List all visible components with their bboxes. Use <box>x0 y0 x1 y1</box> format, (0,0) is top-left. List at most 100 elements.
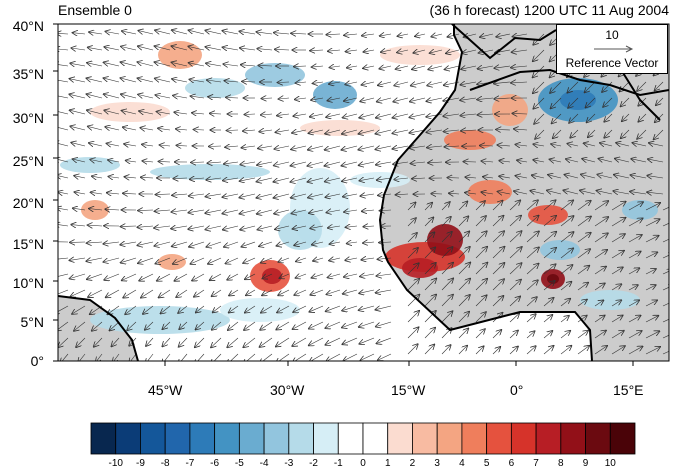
wind-vector <box>441 279 453 291</box>
colorbar-label: 7 <box>533 458 539 469</box>
wind-vector <box>291 162 307 166</box>
wind-vector <box>87 242 103 243</box>
wind-vector <box>329 82 341 84</box>
wind-vector <box>211 337 222 347</box>
wind-vector <box>155 210 171 211</box>
wind-vector <box>526 314 536 323</box>
wind-vector <box>543 346 554 355</box>
wind-vector <box>543 216 556 227</box>
wind-vector <box>294 242 307 245</box>
wind-vector <box>611 234 625 243</box>
wind-vector <box>550 81 562 93</box>
wind-vector <box>449 193 460 194</box>
wind-vector <box>475 231 487 243</box>
lat-label-5n: 5°N <box>20 314 45 330</box>
anomaly-patch <box>262 268 282 284</box>
wind-vector <box>293 226 307 229</box>
wind-vector <box>173 96 188 99</box>
colorbar-label: 10 <box>605 458 617 469</box>
wind-vector <box>509 297 520 307</box>
colorbar-swatch <box>535 422 562 455</box>
wind-vector <box>594 346 607 355</box>
wind-vector <box>137 226 154 227</box>
wind-vector <box>359 162 375 165</box>
wind-vector <box>243 353 256 361</box>
wind-vector <box>276 337 290 347</box>
colorbar-label: 0 <box>360 458 366 469</box>
wind-vector <box>427 130 443 132</box>
wind-vector <box>138 95 154 99</box>
wind-vector <box>177 145 188 146</box>
colorbar-label: 5 <box>484 458 490 469</box>
colorbar-swatch <box>510 422 537 455</box>
wind-vector <box>645 219 660 227</box>
wind-vector <box>398 34 409 36</box>
wind-vector <box>225 146 239 147</box>
colorbar-label: -4 <box>260 458 269 469</box>
wind-vector <box>509 247 522 259</box>
wind-vector <box>560 282 571 291</box>
wind-vector <box>586 97 596 107</box>
wind-vector <box>409 130 426 133</box>
wind-vector <box>241 65 256 66</box>
wind-vector <box>631 159 647 162</box>
wind-vector <box>309 130 324 133</box>
wind-vector <box>104 94 120 99</box>
south-america-coastline <box>58 295 139 361</box>
wind-vector <box>361 353 375 360</box>
wind-vector <box>189 63 205 66</box>
wind-vector <box>582 159 596 162</box>
wind-vector <box>581 174 596 178</box>
wind-vector <box>174 112 188 114</box>
lat-label-35n: 35°N <box>12 66 44 82</box>
wind-vector <box>155 78 171 82</box>
wind-vector <box>211 353 222 361</box>
wind-vector <box>378 82 392 85</box>
wind-vector <box>424 263 436 275</box>
wind-vector <box>563 190 579 194</box>
wind-vector <box>458 279 470 291</box>
wind-vector <box>376 114 392 118</box>
lat-label-0: 0° <box>30 353 44 369</box>
wind-vector <box>92 321 103 331</box>
wind-vector <box>475 312 486 323</box>
anomaly-patch <box>81 200 109 220</box>
wind-vector <box>479 50 494 53</box>
wind-vector <box>407 344 418 355</box>
wind-vector <box>543 315 552 323</box>
wind-vector <box>475 279 487 291</box>
wind-vector <box>227 353 239 361</box>
wind-vector <box>526 231 539 243</box>
wind-vector <box>633 143 647 146</box>
wind-vector <box>261 305 273 313</box>
wind-vector <box>327 210 341 213</box>
wind-vector <box>346 226 358 227</box>
wind-vector <box>611 331 624 339</box>
wind-vector <box>424 311 436 323</box>
wind-vector <box>445 146 460 147</box>
wind-vector <box>512 50 528 52</box>
wind-vector <box>262 289 273 295</box>
wind-vector <box>577 201 591 211</box>
wind-vector <box>514 129 528 130</box>
wind-vector <box>509 231 522 243</box>
wind-vector <box>329 258 341 261</box>
wind-vector <box>223 64 239 66</box>
wind-vector <box>138 46 154 50</box>
wind-vector <box>328 274 341 278</box>
wind-vector <box>611 316 623 323</box>
wind-vector <box>224 162 239 164</box>
wind-vector <box>458 216 468 227</box>
wind-vector <box>208 257 222 264</box>
wind-vector <box>380 34 392 36</box>
wind-vector <box>550 159 562 162</box>
wind-vector <box>212 289 222 296</box>
wind-vector <box>611 346 625 355</box>
wind-vector <box>376 146 392 149</box>
wind-vector <box>239 31 256 34</box>
wind-vector <box>178 305 188 313</box>
wind-vector <box>662 206 669 211</box>
wind-vector <box>326 114 341 117</box>
wind-vector <box>326 305 341 311</box>
